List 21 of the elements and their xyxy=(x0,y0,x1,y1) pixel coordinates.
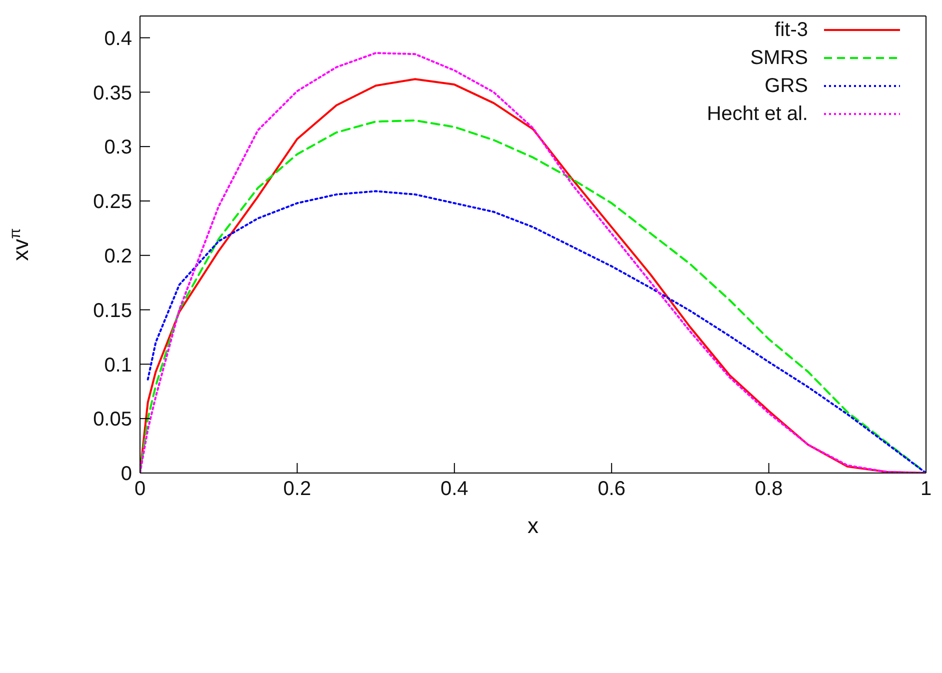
y-tick-label: 0.2 xyxy=(104,245,132,268)
x-tick-label: 1 xyxy=(920,478,932,500)
y-tick-label: 0.05 xyxy=(93,408,132,431)
y-tick-label: 0.15 xyxy=(93,300,132,322)
y-tick-label: 0.25 xyxy=(93,191,132,214)
y-tick-label: 0.35 xyxy=(93,82,132,104)
x-tick-label: 0 xyxy=(134,478,146,500)
y-tick-label: 0 xyxy=(120,463,132,486)
x-tick-label: 0.8 xyxy=(754,478,783,500)
y-tick-label: 0.1 xyxy=(104,354,132,376)
x-tick-label: 0.2 xyxy=(283,478,312,500)
y-tick-label: 0.4 xyxy=(104,28,132,50)
legend-label: fit-3 xyxy=(774,18,808,42)
x-axis-title: x xyxy=(528,513,538,538)
legend-label: Hecht et al. xyxy=(706,102,808,126)
x-tick-label: 0.4 xyxy=(440,478,468,500)
legend-label: GRS xyxy=(764,74,808,98)
legend-label: SMRS xyxy=(750,46,808,70)
line-series xyxy=(146,190,926,473)
y-tick-label: 0.3 xyxy=(104,136,132,159)
x-tick-label: 0.6 xyxy=(598,478,626,500)
